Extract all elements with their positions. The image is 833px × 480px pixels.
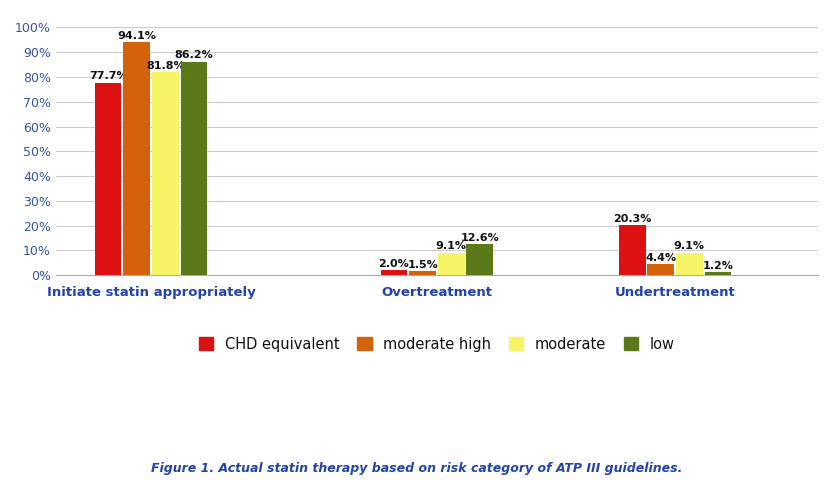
Bar [705,272,731,275]
Text: 2.0%: 2.0% [379,259,409,269]
Bar [95,83,122,275]
Bar [381,270,407,275]
Text: 4.4%: 4.4% [646,253,676,263]
Bar [152,72,178,275]
Bar [181,61,207,275]
Text: 12.6%: 12.6% [461,233,499,243]
Text: 81.8%: 81.8% [146,61,185,71]
Text: 94.1%: 94.1% [117,31,156,41]
Text: 77.7%: 77.7% [89,72,127,82]
Bar [647,264,674,275]
Text: 9.1%: 9.1% [436,241,466,252]
Bar [438,252,465,275]
Text: 9.1%: 9.1% [674,241,705,252]
Text: 1.2%: 1.2% [702,261,733,271]
Text: 20.3%: 20.3% [613,214,651,224]
Text: 86.2%: 86.2% [175,50,213,60]
Text: 1.5%: 1.5% [407,260,438,270]
Bar [409,272,436,275]
Bar [619,225,646,275]
Legend: CHD equivalent, moderate high, moderate, low: CHD equivalent, moderate high, moderate,… [192,329,682,359]
Bar [466,244,493,275]
Bar [123,42,150,275]
Bar [676,252,703,275]
Text: Figure 1. Actual statin therapy based on risk category of ATP III guidelines.: Figure 1. Actual statin therapy based on… [151,462,682,475]
